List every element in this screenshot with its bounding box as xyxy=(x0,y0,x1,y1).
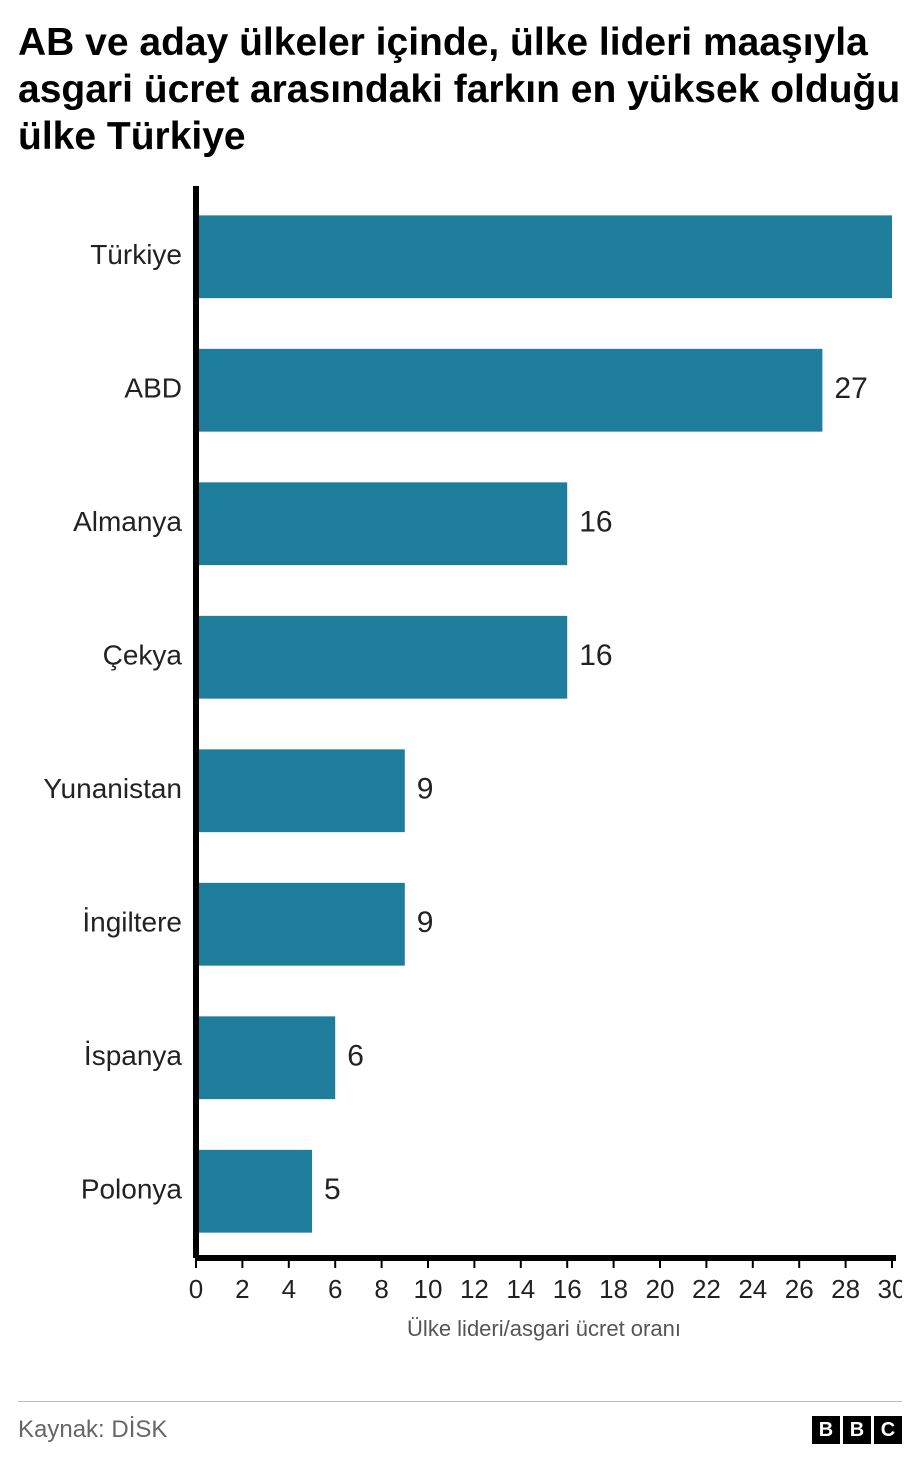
x-tick-label: 8 xyxy=(374,1274,388,1304)
bar xyxy=(196,883,405,966)
x-tick-label: 30 xyxy=(878,1274,902,1304)
category-label: Yunanistan xyxy=(43,774,182,805)
value-label: 9 xyxy=(417,907,434,940)
x-tick-label: 12 xyxy=(460,1274,489,1304)
category-label: Çekya xyxy=(103,640,183,671)
bar xyxy=(196,349,822,432)
x-tick-label: 4 xyxy=(282,1274,296,1304)
x-tick-label: 16 xyxy=(553,1274,582,1304)
footer: Kaynak: DİSK B B C xyxy=(18,1401,902,1444)
x-tick-label: 28 xyxy=(831,1274,860,1304)
value-label: 16 xyxy=(579,640,612,673)
x-tick-label: 18 xyxy=(599,1274,628,1304)
x-tick-label: 22 xyxy=(692,1274,721,1304)
x-tick-label: 6 xyxy=(328,1274,342,1304)
x-tick-label: 24 xyxy=(738,1274,767,1304)
logo-letter: C xyxy=(874,1416,902,1444)
bbc-logo: B B C xyxy=(812,1416,902,1444)
value-label: 27 xyxy=(834,373,867,406)
bar-chart: Türkiye 30 ABD 27 Almanya 16 Çekya 16 Yunanistan… xyxy=(18,180,902,1360)
x-tick-label: 20 xyxy=(646,1274,675,1304)
value-label: 9 xyxy=(417,773,434,806)
x-tick-label: 26 xyxy=(785,1274,814,1304)
bar xyxy=(196,483,567,566)
category-label: İspanya xyxy=(84,1041,182,1072)
bar xyxy=(196,750,405,833)
logo-letter: B xyxy=(843,1416,871,1444)
value-label: 6 xyxy=(347,1040,364,1073)
x-tick-label: 0 xyxy=(189,1274,203,1304)
category-label: Polonya xyxy=(81,1174,183,1205)
value-label: 5 xyxy=(324,1174,341,1207)
bar xyxy=(196,216,892,299)
x-tick-label: 14 xyxy=(506,1274,535,1304)
category-label: Türkiye xyxy=(90,240,182,271)
chart-title: AB ve aday ülkeler içinde, ülke lideri m… xyxy=(18,20,902,160)
x-axis-label: Ülke lideri/asgari ücret oranı xyxy=(407,1316,681,1341)
bar xyxy=(196,1150,312,1233)
chart-container: Türkiye 30 ABD 27 Almanya 16 Çekya 16 Yunanistan… xyxy=(18,180,902,1360)
source-label: Kaynak: DİSK xyxy=(18,1416,167,1444)
category-label: İngiltere xyxy=(82,907,182,938)
logo-letter: B xyxy=(812,1416,840,1444)
bar xyxy=(196,1017,335,1100)
category-label: Almanya xyxy=(73,507,182,538)
category-label: ABD xyxy=(124,373,182,404)
value-label: 16 xyxy=(579,506,612,539)
bar xyxy=(196,616,567,699)
x-tick-label: 10 xyxy=(414,1274,443,1304)
x-tick-label: 2 xyxy=(235,1274,249,1304)
